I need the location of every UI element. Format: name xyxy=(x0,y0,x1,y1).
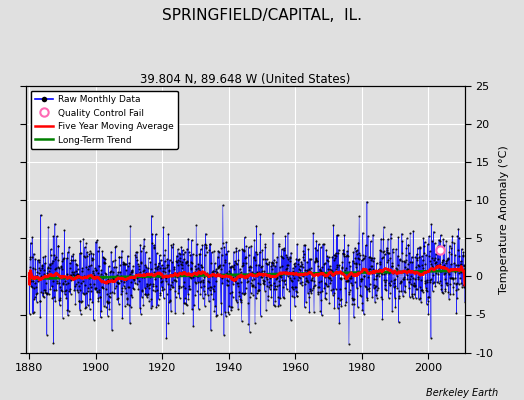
Y-axis label: Temperature Anomaly (°C): Temperature Anomaly (°C) xyxy=(499,145,509,294)
Legend: Raw Monthly Data, Quality Control Fail, Five Year Moving Average, Long-Term Tren: Raw Monthly Data, Quality Control Fail, … xyxy=(30,90,178,149)
Title: 39.804 N, 89.648 W (United States): 39.804 N, 89.648 W (United States) xyxy=(140,73,351,86)
Text: Berkeley Earth: Berkeley Earth xyxy=(425,388,498,398)
Text: SPRINGFIELD/CAPITAL,  IL.: SPRINGFIELD/CAPITAL, IL. xyxy=(162,8,362,23)
